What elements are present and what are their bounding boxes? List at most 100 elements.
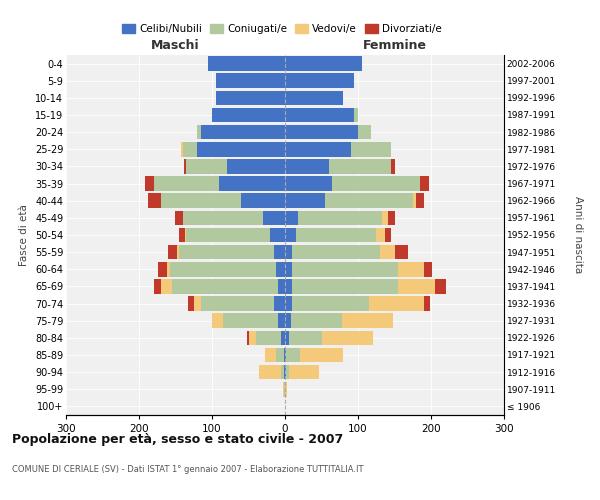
Bar	[420, 176, 429, 191]
Bar	[184, 159, 187, 174]
Bar	[296, 228, 376, 242]
Bar	[215, 90, 285, 105]
Bar	[285, 365, 286, 380]
Bar	[201, 125, 285, 140]
Bar	[278, 314, 285, 328]
Bar	[281, 365, 284, 380]
Bar	[355, 108, 358, 122]
Bar	[285, 382, 287, 396]
Bar	[298, 210, 382, 225]
Bar	[358, 125, 371, 140]
Bar	[181, 142, 183, 156]
Bar	[215, 74, 285, 88]
Bar	[292, 262, 398, 276]
Bar	[187, 228, 271, 242]
Bar	[391, 159, 395, 174]
Bar	[285, 56, 362, 71]
Bar	[278, 279, 285, 293]
Bar	[388, 210, 395, 225]
Bar	[284, 348, 285, 362]
Bar	[274, 245, 285, 260]
Bar	[285, 159, 329, 174]
Bar	[413, 194, 416, 208]
Bar	[179, 228, 185, 242]
Bar	[208, 56, 285, 71]
Bar	[284, 365, 285, 380]
Bar	[289, 365, 319, 380]
Bar	[285, 176, 332, 191]
Text: Popolazione per età, sesso e stato civile - 2007: Popolazione per età, sesso e stato civil…	[12, 432, 343, 446]
Bar	[201, 296, 274, 311]
Bar	[398, 279, 434, 293]
Bar	[382, 210, 388, 225]
Bar	[158, 262, 167, 276]
Bar	[385, 228, 391, 242]
Bar	[329, 159, 391, 174]
Bar	[168, 245, 177, 260]
Bar	[183, 210, 263, 225]
Bar	[424, 262, 433, 276]
Bar	[284, 382, 285, 396]
Bar	[187, 159, 227, 174]
Bar	[380, 245, 395, 260]
Bar	[376, 228, 385, 242]
Bar	[175, 210, 183, 225]
Bar	[285, 125, 358, 140]
Bar	[265, 348, 276, 362]
Bar	[185, 228, 187, 242]
Bar	[285, 90, 343, 105]
Bar	[227, 159, 285, 174]
Bar	[325, 194, 413, 208]
Bar	[285, 74, 355, 88]
Bar	[263, 210, 285, 225]
Bar	[148, 194, 161, 208]
Y-axis label: Anni di nascita: Anni di nascita	[572, 196, 583, 274]
Bar	[369, 296, 424, 311]
Bar	[154, 279, 161, 293]
Bar	[170, 262, 276, 276]
Bar	[271, 228, 285, 242]
Bar	[161, 194, 241, 208]
Bar	[223, 314, 278, 328]
Bar	[161, 279, 172, 293]
Bar	[248, 330, 256, 345]
Bar	[299, 348, 343, 362]
Bar	[332, 176, 420, 191]
Bar	[285, 296, 292, 311]
Bar	[286, 348, 299, 362]
Bar	[285, 142, 350, 156]
Bar	[398, 262, 424, 276]
Bar	[342, 314, 393, 328]
Bar	[194, 296, 201, 311]
Bar	[350, 142, 391, 156]
Bar	[256, 330, 281, 345]
Text: Maschi: Maschi	[151, 38, 200, 52]
Bar	[285, 245, 292, 260]
Bar	[292, 279, 398, 293]
Bar	[285, 108, 355, 122]
Bar	[289, 330, 322, 345]
Bar	[167, 262, 170, 276]
Bar	[177, 245, 179, 260]
Bar	[241, 194, 285, 208]
Bar	[285, 228, 296, 242]
Bar	[145, 176, 154, 191]
Bar	[322, 330, 373, 345]
Bar	[179, 245, 274, 260]
Bar	[285, 194, 325, 208]
Text: COMUNE DI CERIALE (SV) - Dati ISTAT 1° gennaio 2007 - Elaborazione TUTTITALIA.IT: COMUNE DI CERIALE (SV) - Dati ISTAT 1° g…	[12, 466, 364, 474]
Bar	[434, 279, 446, 293]
Bar	[291, 314, 342, 328]
Bar	[276, 262, 285, 276]
Bar	[424, 296, 430, 311]
Text: Femmine: Femmine	[362, 38, 427, 52]
Bar	[188, 296, 194, 311]
Bar	[197, 125, 201, 140]
Bar	[274, 296, 285, 311]
Bar	[247, 330, 248, 345]
Bar	[416, 194, 424, 208]
Bar	[197, 142, 285, 156]
Bar	[286, 365, 289, 380]
Bar	[285, 348, 286, 362]
Bar	[395, 245, 407, 260]
